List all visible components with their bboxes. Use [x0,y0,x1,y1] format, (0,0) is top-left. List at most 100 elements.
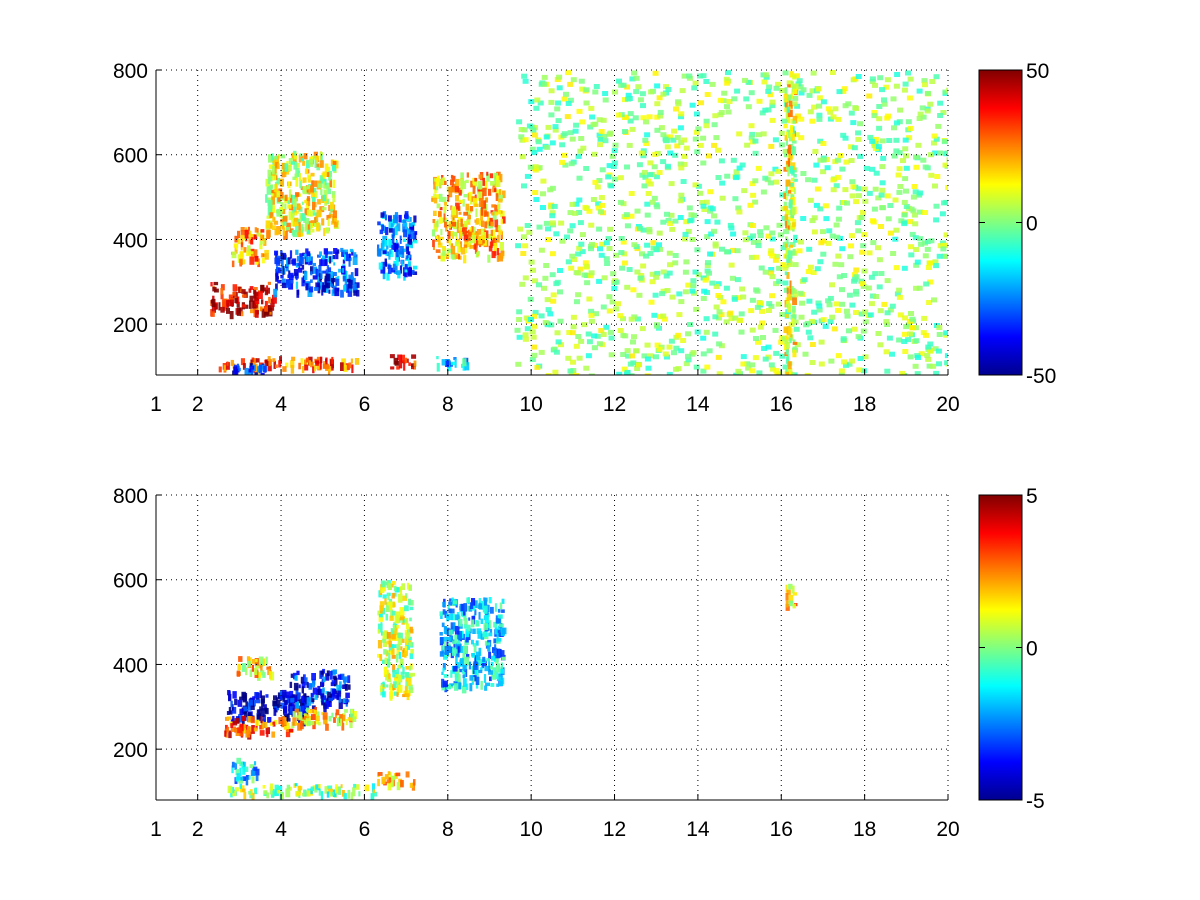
heatmap-cell [752,150,759,156]
heatmap-cell [814,186,821,192]
heatmap-cell [409,663,413,670]
heatmap-cell [718,110,725,115]
heatmap-cell [833,301,840,307]
heatmap-cell [666,371,673,375]
heatmap-cell [442,641,446,650]
heatmap-cell [735,205,742,211]
heatmap-cell [787,303,792,309]
heatmap-cell [639,326,646,332]
heatmap-cell [464,362,470,371]
heatmap-cell [703,118,710,124]
heatmap-cell [901,199,908,205]
heatmap-cell [267,356,271,362]
heatmap-cell [212,286,217,292]
heatmap-cell [324,259,328,266]
heatmap-feature-3 [291,707,357,731]
heatmap-cell [471,639,474,645]
heatmap-cell [487,254,491,263]
heatmap-cell [824,165,831,171]
heatmap-cell [444,646,449,655]
heatmap-cell [828,358,835,364]
heatmap-cell [548,99,555,105]
heatmap-cell [742,77,748,83]
heatmap-cell [328,214,331,219]
heatmap-cell [545,237,551,243]
heatmap-cell [467,624,471,632]
heatmap-cell [789,182,794,187]
heatmap-cell [347,789,351,799]
heatmap-cell [497,203,501,210]
heatmap-cell [706,270,712,276]
heatmap-cell [921,78,928,84]
heatmap-cell [309,721,315,726]
heatmap-cell [452,640,456,645]
heatmap-cell [876,104,883,109]
heatmap-cell [482,660,487,667]
grid [156,69,949,375]
heatmap-cell [401,638,405,643]
heatmap-feature-6 [218,356,360,375]
heatmap-cell [748,254,755,260]
heatmap-cell [316,158,319,163]
heatmap-cell [933,217,940,223]
heatmap-cell [301,365,305,374]
x-tick-label: 20 [936,393,959,416]
heatmap-cell [479,198,484,207]
heatmap-cell [471,678,474,685]
heatmap-cell [791,316,795,324]
heatmap-cell [638,150,645,156]
heatmap-cell [464,656,469,666]
heatmap-cell [462,362,466,371]
heatmap-cell [550,298,557,304]
heatmap-cell [265,359,269,366]
heatmap-cell [471,226,474,233]
heatmap-cell [332,164,337,172]
heatmap-cell [315,213,319,222]
heatmap-cell [392,601,396,608]
heatmap-cell [234,698,238,706]
heatmap-feature-7 [389,354,417,371]
heatmap-cell [749,368,756,374]
heatmap-cell [784,214,789,221]
heatmap-cell [281,162,286,170]
heatmap-cell [329,201,334,210]
heatmap-cell [467,231,472,237]
heatmap-cell [647,181,654,187]
heatmap-cell [903,204,910,209]
heatmap-cell [884,77,891,83]
heatmap-cell [387,265,392,274]
x-tick-label: 8 [442,818,454,841]
heatmap-cell [753,254,760,260]
heatmap-cell [309,223,312,230]
heatmap-cell [555,339,562,345]
heatmap-cell [935,123,942,129]
heatmap-feature-7 [227,783,378,800]
heatmap-cell [274,789,279,797]
heatmap-cell [532,278,538,284]
heatmap-cell [253,788,257,793]
heatmap-cell [255,768,260,776]
heatmap-cell [756,98,763,104]
heatmap-cell [335,709,340,716]
heatmap-cell [448,613,454,620]
heatmap-cell [791,140,797,144]
heatmap-cell [875,245,881,251]
heatmap-cell [866,190,873,196]
heatmap-cell [379,601,385,606]
heatmap-cell [273,707,277,716]
heatmap-cell [919,105,926,111]
heatmap-cell [340,718,342,727]
heatmap-cell [591,151,598,157]
heatmap-cell [331,278,336,283]
heatmap-cell [392,624,396,631]
heatmap-cell [278,209,283,216]
heatmap-cell [620,332,627,338]
heatmap-cell [597,142,603,148]
heatmap-cell [306,159,310,164]
heatmap-cell [807,264,814,270]
heatmap-cell [788,114,791,124]
heatmap-cell [441,177,446,185]
heatmap-cell [627,111,634,117]
heatmap-cell [768,267,775,272]
heatmap-cell [395,674,400,678]
